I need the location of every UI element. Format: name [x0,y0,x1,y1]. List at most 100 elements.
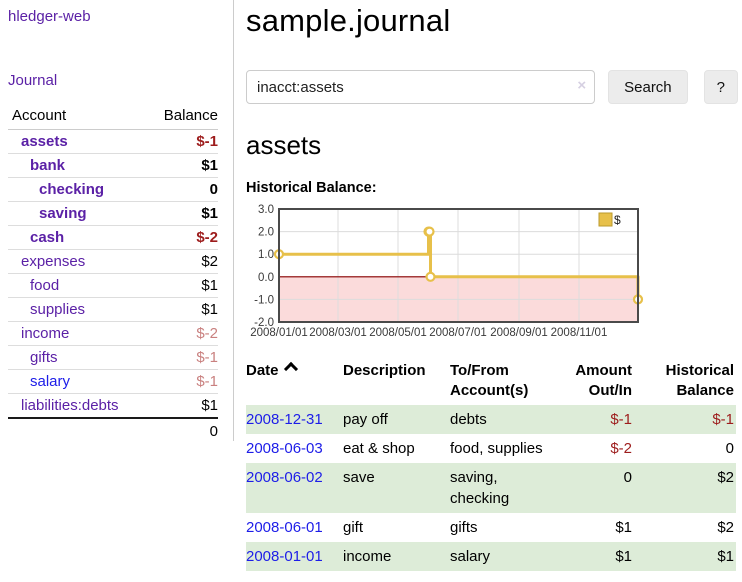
account-link-gifts[interactable]: gifts [30,349,58,366]
transaction-accounts: food, supplies [450,440,543,457]
transaction-accounts: saving, checking [450,469,510,507]
accounts-header-account: Account [8,104,146,130]
account-row: supplies $1 [8,297,218,322]
transaction-balance: $-1 [712,411,734,428]
transaction-description: save [343,469,375,486]
account-row: cash $-2 [8,225,218,250]
transaction-amount: $1 [615,519,632,536]
transaction-date-link[interactable]: 2008-12-31 [246,411,323,428]
transaction-date-link[interactable]: 2008-06-03 [246,440,323,457]
transaction-balance: $1 [717,548,734,565]
account-balance: $-1 [145,129,218,154]
accounts-total-value: 0 [145,417,218,444]
account-balance: $1 [145,273,218,298]
account-row: assets $-1 [8,129,218,154]
svg-text:-1.0: -1.0 [254,294,274,306]
sidebar-divider [233,0,234,441]
search-input[interactable] [246,70,596,104]
account-balance: $1 [145,393,218,419]
register-row: 2008-06-01 gift gifts $1 $2 [246,513,736,542]
transaction-date-link[interactable]: 2008-06-01 [246,519,323,536]
account-link-saving[interactable]: saving [39,205,87,222]
transaction-amount: $-1 [610,411,632,428]
register-row: 2008-06-02 save saving, checking 0 $2 [246,463,736,513]
account-balance: $1 [145,153,218,178]
transaction-description: pay off [343,411,388,428]
search-bar: × Search ? [246,70,738,104]
account-balance: $-2 [145,321,218,346]
account-row: gifts $-1 [8,345,218,370]
svg-text:3.0: 3.0 [258,204,274,216]
register-row: 2008-12-31 pay off debts $-1 $-1 [246,405,736,434]
account-balance: $-1 [145,369,218,394]
account-row: expenses $2 [8,249,218,274]
transaction-amount: 0 [623,469,632,486]
transaction-date-link[interactable]: 2008-06-02 [246,469,323,486]
svg-text:0.0: 0.0 [258,272,274,284]
account-link-checking[interactable]: checking [39,181,105,198]
account-balance: $1 [145,297,218,322]
svg-text:2008/09/01: 2008/09/01 [490,327,548,339]
register-table-body: 2008-12-31 pay off debts $-1 $-1 2008-06-03 ea… [246,405,736,571]
transaction-description: eat & shop [343,440,415,457]
account-link-income[interactable]: income [21,325,70,342]
account-link-liabilities-debts[interactable]: liabilities:debts [21,397,119,414]
transaction-amount: $1 [615,548,632,565]
main-content: sample.journal × Search ? assets Histori… [246,0,738,571]
account-link-bank[interactable]: bank [30,157,66,174]
account-balance: $2 [145,249,218,274]
svg-text:2008/05/01: 2008/05/01 [369,327,427,339]
account-row: bank $1 [8,153,218,178]
account-row: income $-2 [8,321,218,346]
account-link-food[interactable]: food [30,277,60,294]
register-header-accounts: To/From Account(s) [450,362,529,399]
register-row: 2008-06-03 eat & shop food, supplies $-2 0 [246,434,736,463]
transaction-accounts: debts [450,411,487,428]
account-row: salary $-1 [8,369,218,394]
transaction-description: income [343,548,392,565]
svg-text:-2.0: -2.0 [254,317,274,329]
svg-text:$: $ [614,213,621,227]
account-row: food $1 [8,273,218,298]
account-balance: $-1 [145,345,218,370]
account-row: liabilities:debts $1 [8,393,218,419]
transaction-date-link[interactable]: 2008-01-01 [246,548,323,565]
account-link-salary[interactable]: salary [30,373,71,390]
account-balance: 0 [145,177,218,202]
accounts-total-row: 0 [8,417,218,444]
sidebar: hledger-web Journal Account Balance asse… [8,8,218,444]
account-balance: $-2 [145,225,218,250]
search-button[interactable]: Search [608,70,688,104]
svg-text:1.0: 1.0 [258,249,274,261]
accounts-table-body: assets $-1 bank $1 checking 0 saving $1 cash $-2 e… [8,129,218,419]
account-balance: $1 [145,201,218,226]
register-header-amount: Amount Out/In [575,362,632,399]
search-help-button[interactable]: ? [703,70,738,104]
account-link-supplies[interactable]: supplies [30,301,86,318]
register-header-date[interactable]: Date [246,359,343,405]
app-title-link[interactable]: hledger-web [8,8,91,25]
transaction-balance: 0 [725,440,734,457]
account-link-cash[interactable]: cash [30,229,65,246]
sidebar-item-journal[interactable]: Journal [8,72,58,89]
transaction-description: gift [343,519,364,536]
transaction-accounts: gifts [450,519,478,536]
transaction-balance: $2 [717,519,734,536]
clear-search-icon[interactable]: × [577,77,587,94]
transaction-amount: $-2 [610,440,632,457]
svg-text:2008/01/01: 2008/01/01 [250,327,308,339]
svg-text:2008/03/01: 2008/03/01 [309,327,367,339]
register-header-description: Description [343,362,426,379]
svg-text:2008/07/01: 2008/07/01 [429,327,487,339]
register-header-balance: Historical Balance [665,362,734,399]
sort-ascending-icon [283,361,298,377]
account-heading: assets [246,130,322,160]
account-link-expenses[interactable]: expenses [21,253,86,270]
account-row: saving $1 [8,201,218,226]
account-link-assets[interactable]: assets [21,133,68,150]
accounts-table: Account Balance assets $-1 bank $1 checking 0… [8,104,218,444]
accounts-header-balance: Balance [145,104,218,130]
register-row: 2008-01-01 income salary $1 $1 [246,542,736,571]
register-table: Date Description To/From Account(s) Amou… [246,359,736,571]
